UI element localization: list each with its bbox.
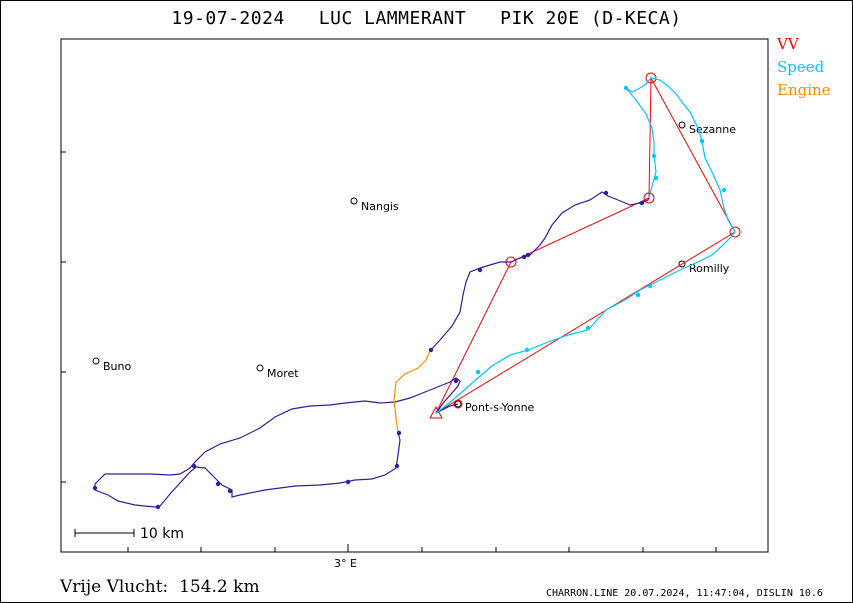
town-label-pont-s-yonne: Pont-s-Yonne (465, 401, 535, 414)
town-sezanne: Sezanne (678, 121, 736, 136)
flight-track-dark (94, 377, 461, 508)
flight-track-dark-3 (435, 403, 459, 414)
left-ticks (61, 151, 66, 483)
town-marker-icon (350, 197, 358, 205)
town-pont-s-yonne: Pont-s-Yonne (454, 400, 535, 414)
town-nangis: Nangis (350, 197, 399, 213)
task-lines (435, 76, 736, 414)
start-triangle-icon (429, 405, 443, 419)
flight-title: 19-07-2024 LUC LAMMERANT PIK 20E (D-KECA… (171, 8, 682, 29)
legend-speed: Speed (777, 58, 825, 76)
town-marker-icon (256, 364, 264, 372)
turnpoint-icon (453, 399, 463, 409)
flight-track-dark-2 (429, 191, 650, 352)
town-label-buno: Buno (103, 360, 131, 373)
town-marker-icon (92, 357, 100, 365)
plot-border (60, 38, 769, 553)
town-marker-icon (678, 121, 686, 129)
town-buno: Buno (92, 357, 131, 373)
town-marker-icon (454, 400, 462, 408)
legend-vv: VV (777, 35, 799, 53)
turnpoint-icon (729, 226, 741, 238)
town-label-nangis: Nangis (361, 200, 399, 213)
speed-track (435, 77, 736, 414)
town-label-romilly: Romilly (689, 262, 730, 275)
track-dots (92, 190, 645, 510)
speed-dots (475, 85, 727, 375)
scale-label: 10 km (140, 526, 184, 542)
turnpoint-icon (645, 72, 657, 84)
distance-label: Vrije Vlucht: 154.2 km (60, 577, 260, 597)
town-label-sezanne: Sezanne (689, 123, 736, 136)
town-marker-icon (678, 260, 686, 268)
footer-info: CHARRON.LINE 20.07.2024, 11:47:04, DISLI… (546, 588, 823, 599)
town-label-moret: Moret (267, 367, 299, 380)
turnpoint-icon (643, 192, 655, 204)
town-romilly: Romilly (678, 260, 730, 275)
engine-track (393, 350, 431, 433)
scale-bar (74, 529, 135, 537)
town-moret: Moret (256, 364, 299, 380)
legend-engine: Engine (777, 81, 831, 99)
x-axis-label: 3° E (334, 557, 357, 570)
bottom-ticks (127, 544, 717, 552)
